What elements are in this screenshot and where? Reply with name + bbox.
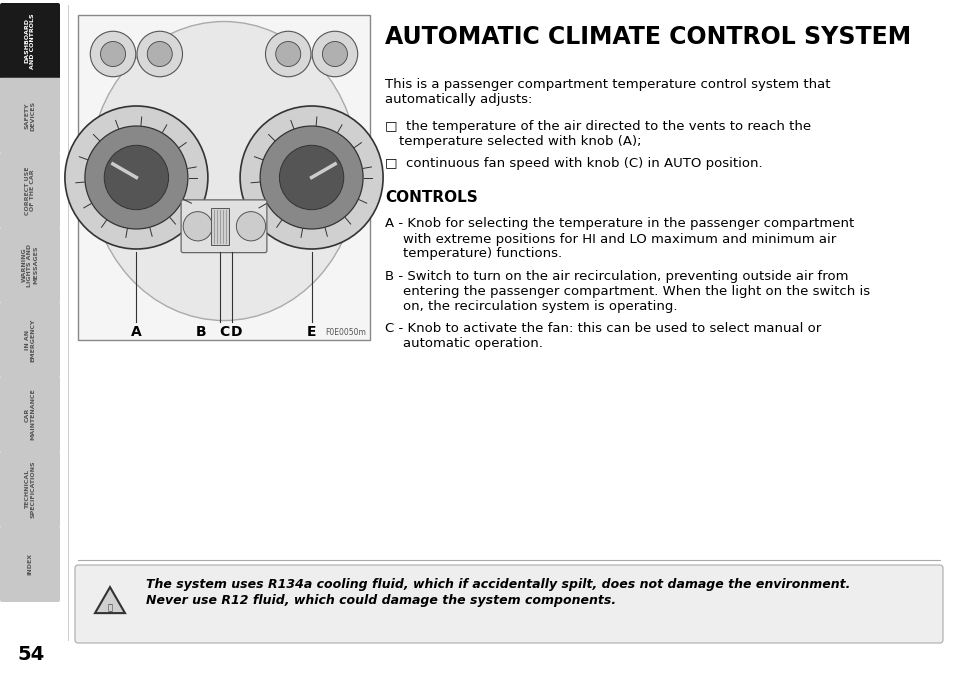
Text: automatic operation.: automatic operation. xyxy=(402,338,542,350)
Text: WARNING
LIGHTS AND
MESSAGES: WARNING LIGHTS AND MESSAGES xyxy=(22,244,38,287)
Circle shape xyxy=(147,41,172,67)
Circle shape xyxy=(260,126,363,229)
Text: A - Knob for selecting the temperature in the passenger compartment: A - Knob for selecting the temperature i… xyxy=(385,217,853,230)
Circle shape xyxy=(65,106,208,249)
Circle shape xyxy=(240,106,383,249)
Text: temperature) functions.: temperature) functions. xyxy=(402,248,561,261)
Circle shape xyxy=(312,31,357,77)
Ellipse shape xyxy=(90,22,358,321)
Circle shape xyxy=(183,212,213,241)
Circle shape xyxy=(85,126,188,229)
Text: INDEX: INDEX xyxy=(28,553,32,575)
Circle shape xyxy=(322,41,347,67)
FancyBboxPatch shape xyxy=(0,227,60,303)
FancyBboxPatch shape xyxy=(0,377,60,452)
Text: Never use R12 fluid, which could damage the system components.: Never use R12 fluid, which could damage … xyxy=(146,594,616,607)
Text: CAR
MAINTENANCE: CAR MAINTENANCE xyxy=(25,389,35,441)
Text: temperature selected with knob (A);: temperature selected with knob (A); xyxy=(398,135,640,148)
Circle shape xyxy=(104,145,169,210)
FancyBboxPatch shape xyxy=(0,302,60,378)
Text: 54: 54 xyxy=(17,645,45,664)
Text: TECHNICAL
SPECIFICATIONS: TECHNICAL SPECIFICATIONS xyxy=(25,460,35,518)
FancyBboxPatch shape xyxy=(0,452,60,527)
Circle shape xyxy=(91,31,135,77)
Circle shape xyxy=(275,41,300,67)
Text: F0E0050m: F0E0050m xyxy=(325,328,366,337)
Circle shape xyxy=(100,41,126,67)
FancyBboxPatch shape xyxy=(0,153,60,228)
Text: B - Switch to turn on the air recirculation, preventing outside air from: B - Switch to turn on the air recirculat… xyxy=(385,270,847,283)
Text: This is a passenger compartment temperature control system that: This is a passenger compartment temperat… xyxy=(385,78,830,91)
Text: □  continuous fan speed with knob (C) in AUTO position.: □ continuous fan speed with knob (C) in … xyxy=(385,157,761,171)
Text: B: B xyxy=(195,325,206,339)
Text: with extreme positions for HI and LO maximum and minimum air: with extreme positions for HI and LO max… xyxy=(402,232,836,246)
Text: D: D xyxy=(231,325,242,339)
Text: C - Knob to activate the fan: this can be used to select manual or: C - Knob to activate the fan: this can b… xyxy=(385,323,821,335)
Text: on, the recirculation system is operating.: on, the recirculation system is operatin… xyxy=(402,300,677,313)
FancyBboxPatch shape xyxy=(0,78,60,153)
Text: □  the temperature of the air directed to the vents to reach the: □ the temperature of the air directed to… xyxy=(385,120,810,133)
Bar xyxy=(78,15,370,340)
Text: entering the passenger compartment. When the light on the switch is: entering the passenger compartment. When… xyxy=(402,285,869,298)
FancyBboxPatch shape xyxy=(0,526,60,602)
Text: E: E xyxy=(307,325,316,339)
Text: automatically adjusts:: automatically adjusts: xyxy=(385,93,532,106)
Text: CORRECT USE
OF THE CAR: CORRECT USE OF THE CAR xyxy=(25,166,35,215)
Text: CONTROLS: CONTROLS xyxy=(385,190,477,205)
Text: AUTOMATIC CLIMATE CONTROL SYSTEM: AUTOMATIC CLIMATE CONTROL SYSTEM xyxy=(385,25,910,49)
Text: 🚗: 🚗 xyxy=(108,603,112,612)
Bar xyxy=(211,208,229,244)
Text: IN AN
EMERGENCY: IN AN EMERGENCY xyxy=(25,318,35,362)
Circle shape xyxy=(236,212,265,241)
FancyBboxPatch shape xyxy=(0,3,60,79)
Text: The system uses R134a cooling fluid, which if accidentally spilt, does not damag: The system uses R134a cooling fluid, whi… xyxy=(146,578,849,591)
Text: C: C xyxy=(218,325,229,339)
Polygon shape xyxy=(95,587,125,613)
Circle shape xyxy=(265,31,311,77)
Circle shape xyxy=(279,145,343,210)
FancyBboxPatch shape xyxy=(181,200,267,252)
Text: SAFETY
DEVICES: SAFETY DEVICES xyxy=(25,101,35,131)
FancyBboxPatch shape xyxy=(75,565,942,643)
Circle shape xyxy=(137,31,182,77)
Text: DASHBOARD
AND CONTROLS: DASHBOARD AND CONTROLS xyxy=(25,13,35,69)
Text: A: A xyxy=(131,325,142,339)
